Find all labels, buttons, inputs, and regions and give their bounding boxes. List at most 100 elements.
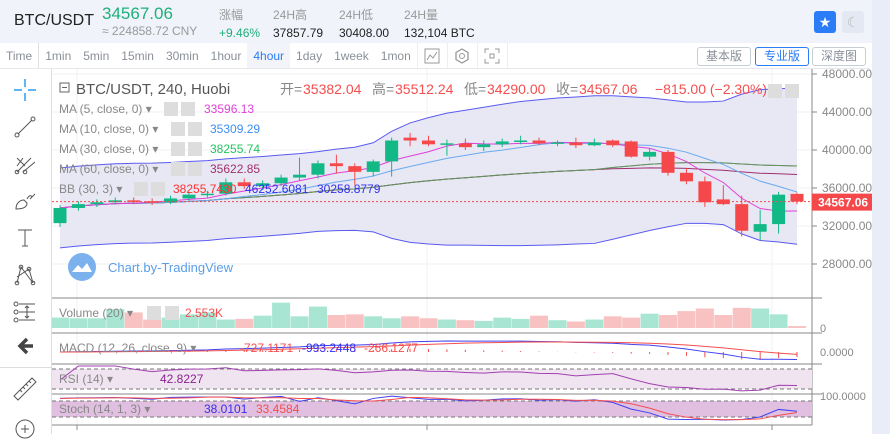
price-tick-label: 36000.00 (822, 181, 872, 195)
candle (366, 161, 380, 172)
close-icon (188, 142, 202, 156)
volume-bar (585, 319, 604, 328)
volume-bar (179, 314, 198, 328)
ohlc-value: 34290.00 (487, 81, 546, 97)
candle (348, 166, 362, 172)
text-icon[interactable] (10, 223, 40, 253)
candle (219, 182, 233, 194)
view-depth-button[interactable]: 深度图 (812, 47, 867, 66)
candle (71, 204, 85, 208)
ma-legend-value: 33596.13 (204, 102, 254, 116)
volume-bar (401, 316, 420, 328)
drawing-toolbar (0, 69, 52, 439)
macd-signal-line (59, 341, 798, 355)
ruler-icon[interactable] (10, 374, 40, 404)
volume-bar (622, 317, 641, 328)
candle (237, 182, 251, 187)
stoch-band (52, 401, 812, 417)
ma-legend-value: 35309.29 (210, 122, 260, 136)
star-icon[interactable]: ★ (814, 11, 836, 33)
interval-15min[interactable]: 15min (121, 49, 154, 63)
ticker-header: BTC/USDT 34567.06 ≈ 224858.72 CNY 涨幅 +9.4… (0, 0, 890, 43)
pattern-icon[interactable] (10, 260, 40, 290)
close-icon (188, 162, 202, 176)
candle (440, 143, 454, 145)
candle (624, 141, 638, 157)
bb-legend-value: 30258.8779 (317, 182, 381, 196)
collapse-legend-icon (59, 82, 70, 93)
ma-legend-label: MA (5, close, 0) ▾ (59, 102, 152, 116)
interval-1hour[interactable]: 1hour (210, 49, 242, 63)
zoom-in-icon[interactable] (10, 414, 40, 444)
candle (311, 163, 325, 175)
volume-bar (677, 311, 696, 328)
pitchfork-icon[interactable] (10, 149, 40, 179)
brush-icon[interactable] (10, 186, 40, 216)
volume-bar (106, 309, 125, 328)
interval-toolbar: Time 1min 5min 15min 30min 1hour 4hour 1… (0, 43, 870, 69)
interval-1min[interactable]: 1min (45, 49, 72, 63)
stat-change: 涨幅 +9.46% (219, 8, 261, 40)
candle (753, 224, 767, 232)
indicator-icon[interactable] (418, 43, 448, 68)
volume-bar (530, 315, 549, 328)
stoch-value: 38.0101 (204, 402, 248, 416)
macd-value: -727.1171 (240, 341, 293, 355)
candle (790, 193, 804, 202)
interval-1day[interactable]: 1day (296, 49, 323, 63)
bb-legend-value: 38255.7430 (173, 182, 237, 196)
candle (550, 142, 564, 144)
volume-bar (235, 318, 254, 328)
crosshair-icon[interactable] (10, 75, 40, 105)
candle (108, 200, 122, 203)
ma-legend-label: MA (60, close, 0) ▾ (59, 162, 158, 176)
back-arrow-icon[interactable] (10, 331, 40, 361)
close-icon (188, 122, 202, 136)
rsi-band (52, 369, 812, 389)
price-tick-label: 32000.00 (822, 219, 872, 233)
side-scrollbar[interactable] (872, 0, 890, 434)
candle (606, 140, 620, 146)
volume-bar (695, 308, 714, 328)
stat-volume: 24H量 132,104 BTC (404, 8, 475, 40)
view-pro-button[interactable]: 专业版 (755, 47, 810, 66)
volume-bar (290, 316, 309, 328)
volume-bar (474, 320, 493, 328)
volume-bar (751, 308, 770, 328)
settings-hexagon-icon[interactable] (448, 43, 478, 68)
interval-5min[interactable]: 5min (83, 49, 110, 63)
candle (329, 163, 343, 167)
interval-time[interactable]: Time (0, 43, 40, 68)
trend-line-icon[interactable] (10, 112, 40, 142)
candle (182, 194, 196, 199)
candle (587, 142, 601, 146)
bb-legend-value: 46252.6081 (245, 182, 309, 196)
price-chart[interactable]: BTC/USDT, 240, Huobi 开= 35382.04 高= 35512.24… (52, 69, 872, 434)
screenshot-icon[interactable] (478, 43, 508, 68)
close-icon (151, 182, 165, 196)
ohlc-value: 34567.06 (579, 81, 638, 97)
volume-bar (327, 315, 346, 328)
view-basic-button[interactable]: 基本版 (697, 47, 752, 66)
candle (127, 200, 141, 202)
candle (90, 202, 104, 205)
interval-1week[interactable]: 1week (334, 49, 369, 63)
ma-legend-label: MA (10, close, 0) ▾ (59, 122, 158, 136)
legend-title: BTC/USDT, 240, Huobi (76, 81, 230, 98)
candle (735, 204, 749, 231)
toolbar-divider (0, 367, 52, 368)
gear-icon (171, 122, 185, 136)
interval-30min[interactable]: 30min (165, 49, 199, 63)
ohlc-key: 低= (464, 81, 486, 97)
gear-icon (171, 162, 185, 176)
candle (293, 174, 307, 178)
close-icon (181, 102, 195, 116)
gear-icon (147, 306, 161, 320)
ohlc-key: 开= (280, 81, 302, 97)
volume-bar (548, 320, 567, 328)
stoch-d-line (59, 396, 798, 421)
moon-icon[interactable]: ☾ (842, 11, 864, 33)
interval-1mon[interactable]: 1mon (375, 43, 418, 68)
interval-4hour[interactable]: 4hour (247, 43, 291, 68)
measure-icon[interactable] (10, 297, 40, 327)
